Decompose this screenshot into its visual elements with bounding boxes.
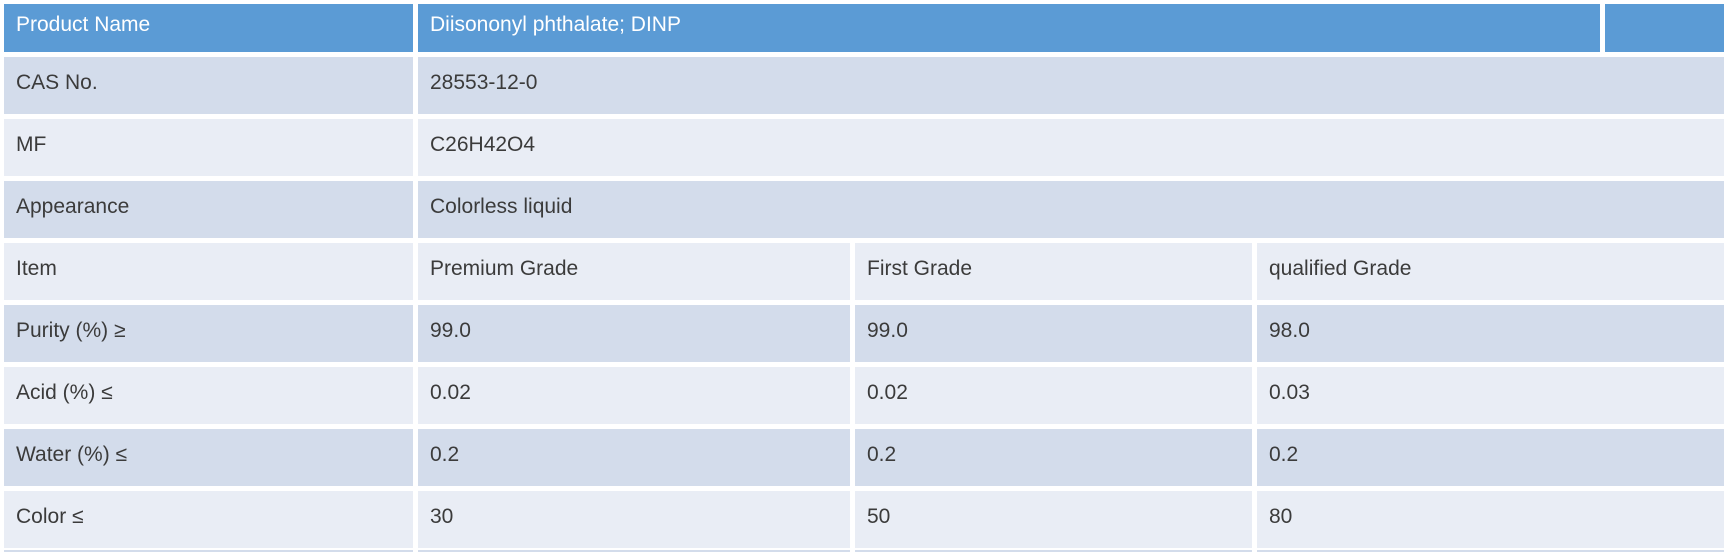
cas-no-label: CAS No. [4, 57, 413, 114]
sliver-cell [1257, 550, 1724, 552]
water-qualified-value: 0.2 [1257, 429, 1724, 486]
acid-qualified-value: 0.03 [1257, 367, 1724, 424]
row-color: Color ≤ 30 50 80 [4, 491, 1724, 548]
row-cas-no: CAS No. 28553-12-0 [4, 57, 1724, 114]
purity-label: Purity (%) ≥ [4, 305, 413, 362]
acid-first-value: 0.02 [855, 367, 1252, 424]
next-row-sliver [4, 550, 1724, 552]
header-empty-cell [1605, 4, 1724, 52]
row-purity: Purity (%) ≥ 99.0 99.0 98.0 [4, 305, 1724, 362]
color-label: Color ≤ [4, 491, 413, 548]
product-name-label: Product Name [4, 4, 413, 52]
mf-label: MF [4, 119, 413, 176]
cas-no-value: 28553-12-0 [418, 57, 1724, 114]
water-label: Water (%) ≤ [4, 429, 413, 486]
row-appearance: Appearance Colorless liquid [4, 181, 1724, 238]
purity-first-value: 99.0 [855, 305, 1252, 362]
premium-grade-column-header: Premium Grade [418, 243, 850, 300]
purity-premium-value: 99.0 [418, 305, 850, 362]
sliver-cell [4, 550, 413, 552]
color-first-value: 50 [855, 491, 1252, 548]
water-first-value: 0.2 [855, 429, 1252, 486]
color-qualified-value: 80 [1257, 491, 1724, 548]
appearance-value: Colorless liquid [418, 181, 1724, 238]
row-product-name: Product Name Diisononyl phthalate; DINP [4, 4, 1724, 52]
row-water: Water (%) ≤ 0.2 0.2 0.2 [4, 429, 1724, 486]
row-mf: MF C26H42O4 [4, 119, 1724, 176]
acid-premium-value: 0.02 [418, 367, 850, 424]
product-name-value: Diisononyl phthalate; DINP [418, 4, 1600, 52]
sliver-cell [855, 550, 1252, 552]
first-grade-column-header: First Grade [855, 243, 1252, 300]
water-premium-value: 0.2 [418, 429, 850, 486]
qualified-grade-column-header: qualified Grade [1257, 243, 1724, 300]
row-acid: Acid (%) ≤ 0.02 0.02 0.03 [4, 367, 1724, 424]
color-premium-value: 30 [418, 491, 850, 548]
sliver-cell [418, 550, 850, 552]
item-column-header: Item [4, 243, 413, 300]
appearance-label: Appearance [4, 181, 413, 238]
row-grade-headers: Item Premium Grade First Grade qualified… [4, 243, 1724, 300]
purity-qualified-value: 98.0 [1257, 305, 1724, 362]
acid-label: Acid (%) ≤ [4, 367, 413, 424]
mf-value: C26H42O4 [418, 119, 1724, 176]
